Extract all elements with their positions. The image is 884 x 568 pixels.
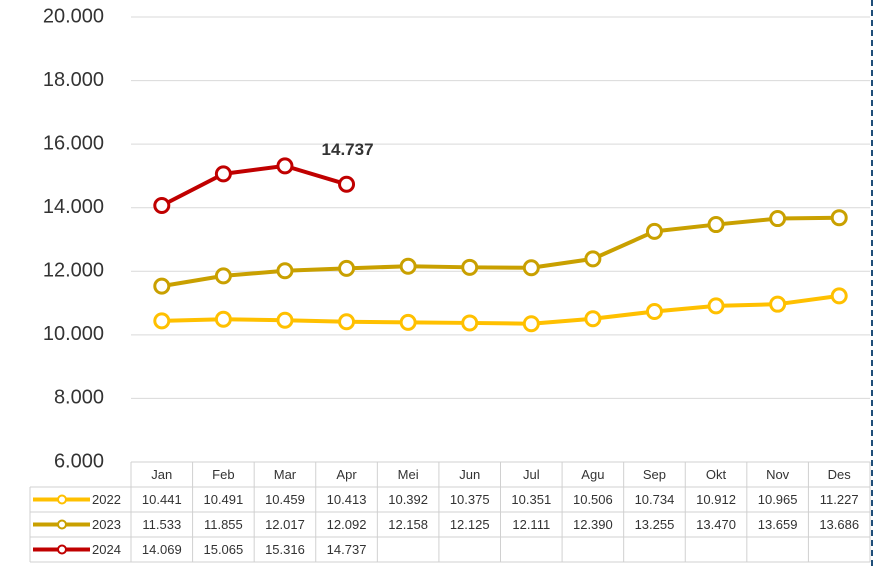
legend-label: 2024 bbox=[92, 542, 121, 557]
point bbox=[399, 313, 417, 331]
table-value: 11.227 bbox=[820, 492, 859, 507]
y-tick-label: 12.000 bbox=[43, 260, 104, 282]
table-value: 10.459 bbox=[265, 492, 305, 507]
table-value: 11.533 bbox=[142, 517, 181, 532]
x-tick-label: Jan bbox=[151, 467, 172, 482]
legend-label: 2023 bbox=[92, 517, 121, 532]
table-value: 13.686 bbox=[819, 517, 859, 532]
legend-marker bbox=[57, 494, 67, 505]
point bbox=[584, 310, 602, 328]
point bbox=[276, 157, 294, 175]
table-value: 15.065 bbox=[203, 542, 243, 557]
table-value: 10.491 bbox=[203, 492, 243, 507]
table-value: 14.737 bbox=[327, 542, 367, 557]
table-value: 13.255 bbox=[635, 517, 675, 532]
point bbox=[707, 216, 725, 234]
point bbox=[214, 165, 232, 183]
point bbox=[214, 310, 232, 328]
table-value: 12.390 bbox=[573, 517, 613, 532]
y-tick-label: 18.000 bbox=[43, 69, 104, 91]
x-tick-label: Nov bbox=[766, 467, 790, 482]
table-value: 14.069 bbox=[142, 542, 182, 557]
point bbox=[153, 312, 171, 330]
x-tick-label: Mar bbox=[274, 467, 297, 482]
y-tick-label: 14.000 bbox=[43, 196, 104, 218]
table-value: 13.659 bbox=[758, 517, 798, 532]
point bbox=[276, 262, 294, 280]
table-value: 10.734 bbox=[635, 492, 675, 507]
point bbox=[830, 209, 848, 227]
point bbox=[830, 287, 848, 305]
point bbox=[399, 257, 417, 275]
point bbox=[338, 313, 356, 331]
point bbox=[769, 210, 787, 228]
table-value: 13.470 bbox=[696, 517, 736, 532]
y-tick-label: 10.000 bbox=[43, 323, 104, 345]
y-tick-label: 8.000 bbox=[54, 387, 104, 409]
table-value: 11.855 bbox=[204, 517, 243, 532]
x-tick-label: Des bbox=[828, 467, 852, 482]
table-value: 15.316 bbox=[265, 542, 305, 557]
series-line bbox=[161, 293, 840, 326]
table-value: 12.092 bbox=[327, 517, 367, 532]
point bbox=[276, 311, 294, 329]
table-value: 12.158 bbox=[388, 517, 428, 532]
point bbox=[214, 267, 232, 285]
point bbox=[522, 259, 540, 277]
x-tick-label: Okt bbox=[706, 467, 727, 482]
legend-marker bbox=[57, 519, 67, 530]
point bbox=[707, 297, 725, 315]
point bbox=[769, 295, 787, 313]
y-tick-label: 20.000 bbox=[43, 5, 104, 27]
table-value: 12.125 bbox=[450, 517, 490, 532]
point bbox=[522, 315, 540, 333]
point bbox=[338, 259, 356, 277]
x-tick-label: Jul bbox=[523, 467, 540, 482]
x-tick-label: Jun bbox=[459, 467, 480, 482]
y-tick-label: 16.000 bbox=[43, 132, 104, 154]
point bbox=[461, 314, 479, 332]
table-value: 12.111 bbox=[512, 517, 550, 532]
table-value: 10.441 bbox=[142, 492, 182, 507]
table-value: 12.017 bbox=[265, 517, 305, 532]
x-tick-label: Feb bbox=[212, 467, 234, 482]
series-line bbox=[160, 163, 348, 208]
y-tick-label: 6.000 bbox=[54, 450, 104, 472]
table-value: 10.506 bbox=[573, 492, 613, 507]
point bbox=[584, 250, 602, 268]
data-label: 14.737 bbox=[322, 140, 374, 159]
table-value: 10.351 bbox=[511, 492, 551, 507]
point bbox=[645, 222, 663, 240]
table-value: 10.965 bbox=[758, 492, 798, 507]
table-value: 10.413 bbox=[327, 492, 367, 507]
series-line bbox=[161, 215, 840, 289]
table-value: 10.392 bbox=[388, 492, 428, 507]
point bbox=[645, 303, 663, 321]
point bbox=[338, 175, 356, 193]
point bbox=[153, 197, 171, 215]
point bbox=[461, 258, 479, 276]
x-tick-label: Sep bbox=[643, 467, 666, 482]
x-tick-label: Mei bbox=[398, 467, 419, 482]
legend-label: 2022 bbox=[92, 492, 121, 507]
table-value: 10.375 bbox=[450, 492, 490, 507]
x-tick-label: Agu bbox=[581, 467, 604, 482]
table-value: 10.912 bbox=[696, 492, 736, 507]
x-tick-label: Apr bbox=[336, 467, 357, 482]
legend-marker bbox=[57, 544, 67, 555]
point bbox=[153, 277, 171, 295]
